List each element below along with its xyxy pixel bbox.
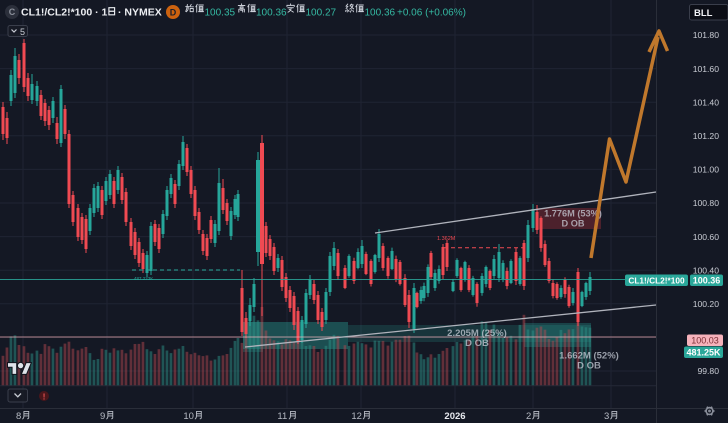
svg-text:481.25K: 481.25K bbox=[686, 348, 721, 358]
svg-text:100.35: 100.35 bbox=[205, 7, 236, 18]
svg-text:11: 11 bbox=[277, 411, 287, 422]
svg-text:101.80: 101.80 bbox=[693, 30, 720, 40]
svg-text:100.80: 100.80 bbox=[693, 198, 720, 208]
svg-text:100.03: 100.03 bbox=[691, 336, 719, 346]
svg-text:D OB: D OB bbox=[577, 361, 601, 372]
svg-text:101.00: 101.00 bbox=[693, 165, 720, 175]
svg-text:1.776M (53%): 1.776M (53%) bbox=[544, 209, 602, 219]
svg-text:CL1!/CL2!*100: CL1!/CL2!*100 bbox=[628, 275, 685, 285]
svg-text:C: C bbox=[9, 7, 16, 17]
svg-text:10: 10 bbox=[183, 411, 194, 422]
svg-text:100.27: 100.27 bbox=[306, 7, 337, 18]
svg-text:12: 12 bbox=[351, 411, 362, 422]
svg-text:CL1!/CL2!*100 · 1: CL1!/CL2!*100 · 1 bbox=[21, 7, 108, 19]
svg-text:101.40: 101.40 bbox=[693, 97, 720, 107]
svg-text:2.205M (25%): 2.205M (25%) bbox=[447, 328, 507, 339]
svg-text:1.662M (52%): 1.662M (52%) bbox=[559, 351, 619, 362]
svg-text:101.20: 101.20 bbox=[693, 131, 720, 141]
svg-text:+0.06 (+0.06%): +0.06 (+0.06%) bbox=[397, 7, 466, 18]
svg-text:487.223K: 487.223K bbox=[134, 276, 153, 281]
svg-text:100.36: 100.36 bbox=[693, 276, 721, 286]
svg-text:100.40: 100.40 bbox=[693, 265, 720, 275]
svg-text:1.362M: 1.362M bbox=[437, 236, 456, 242]
svg-text:100.20: 100.20 bbox=[693, 299, 720, 309]
svg-text:3: 3 bbox=[604, 411, 609, 422]
svg-text:D: D bbox=[170, 7, 177, 17]
svg-text:2026: 2026 bbox=[444, 411, 465, 422]
svg-text:8: 8 bbox=[16, 411, 21, 422]
svg-text:100.36: 100.36 bbox=[256, 7, 287, 18]
svg-text:9: 9 bbox=[100, 411, 105, 422]
svg-text:99.80: 99.80 bbox=[697, 366, 719, 376]
svg-text:5: 5 bbox=[20, 27, 25, 37]
svg-text:100.60: 100.60 bbox=[693, 232, 720, 242]
svg-text:· NYMEX: · NYMEX bbox=[118, 7, 162, 19]
svg-text:101.60: 101.60 bbox=[693, 64, 720, 74]
svg-text:BLL: BLL bbox=[694, 8, 713, 19]
svg-text:2: 2 bbox=[526, 411, 531, 422]
svg-text:D OB: D OB bbox=[562, 219, 585, 229]
svg-text:D OB: D OB bbox=[465, 338, 489, 349]
svg-text:!: ! bbox=[43, 392, 46, 402]
svg-text:100.36: 100.36 bbox=[365, 7, 396, 18]
